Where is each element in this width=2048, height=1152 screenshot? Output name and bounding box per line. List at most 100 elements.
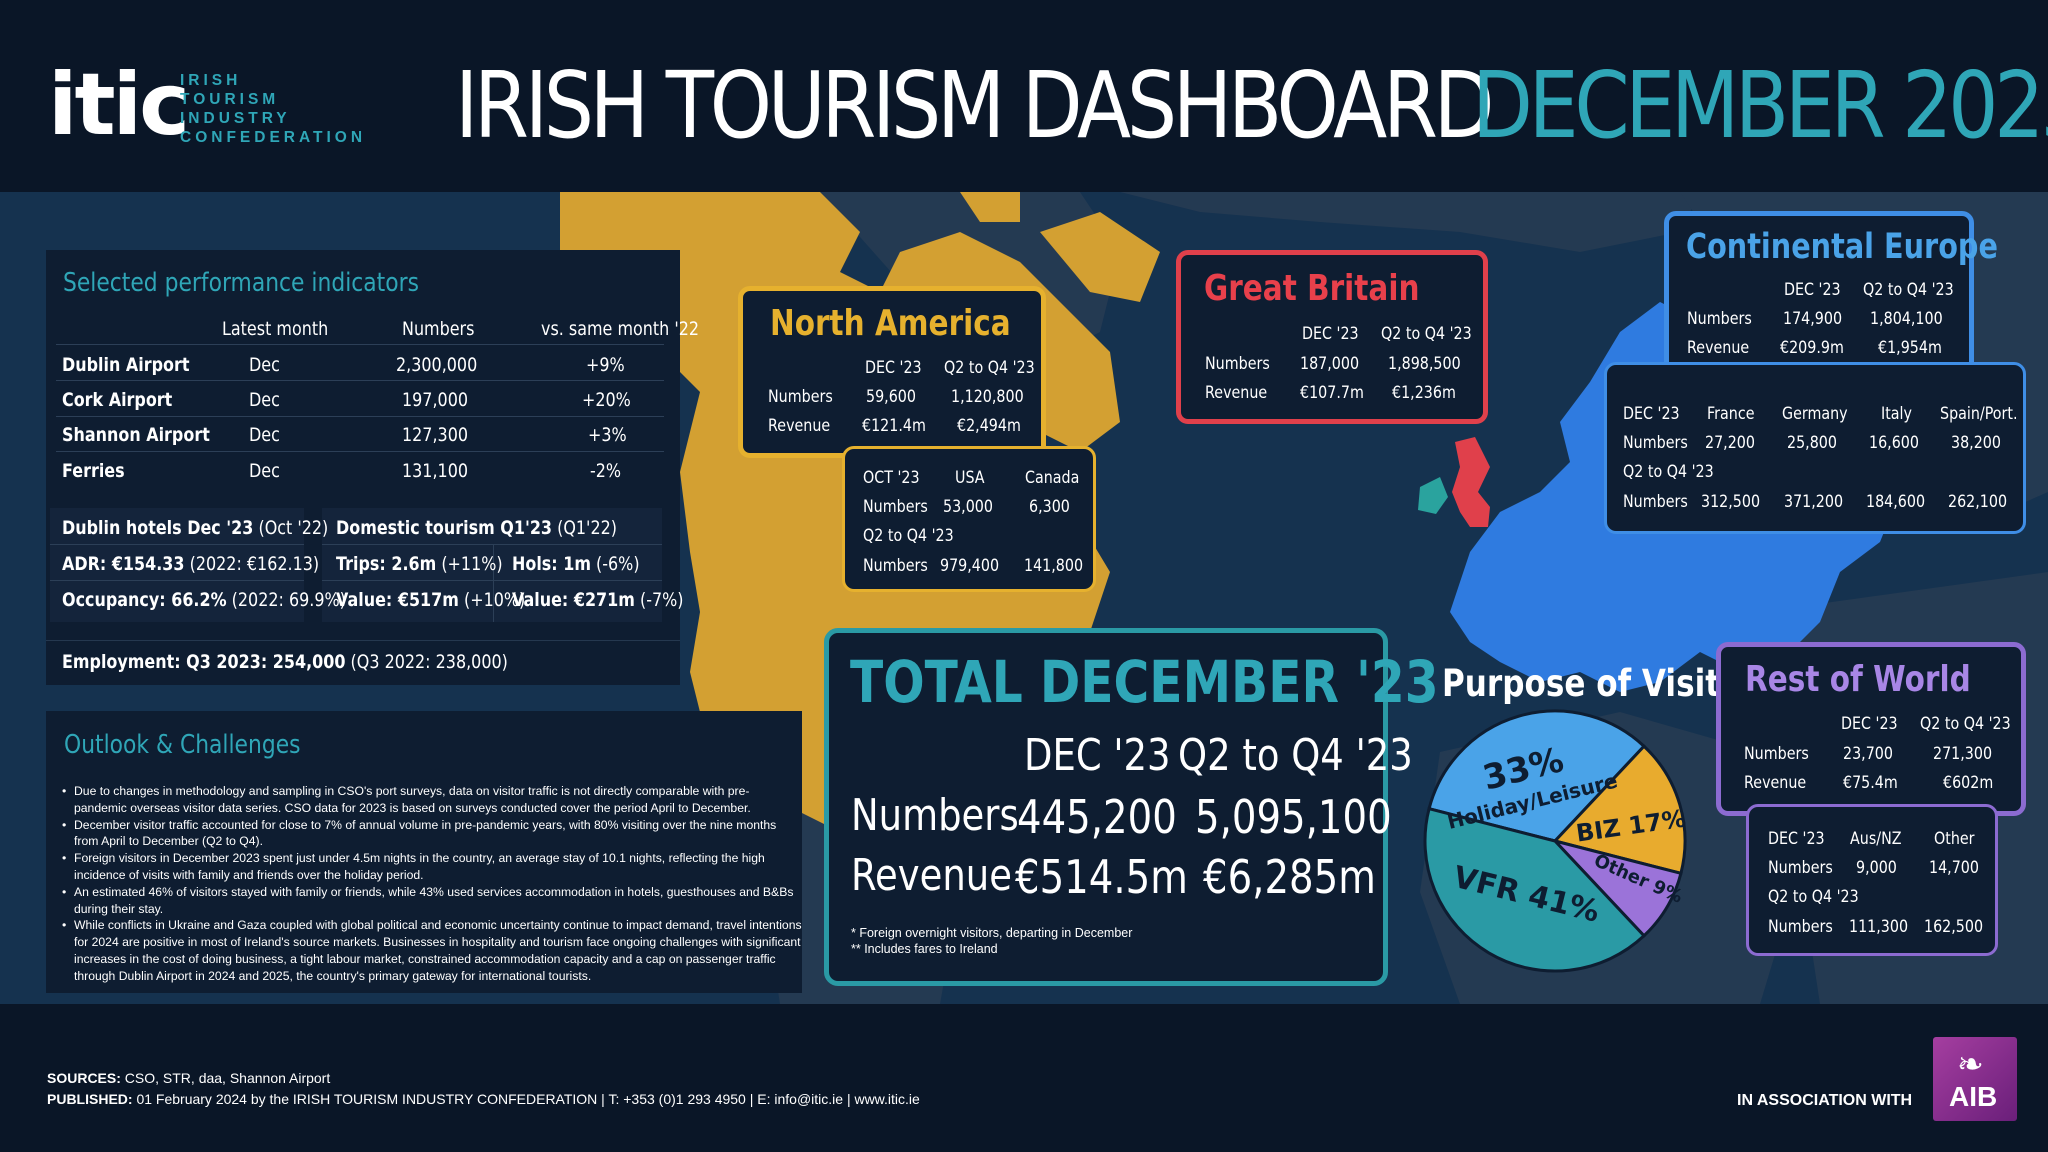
adr-bold: ADR: €154.33 [62,553,185,575]
ce-sub-country: Spain/Port. [1940,404,2018,424]
row-name: Shannon Airport [62,424,210,446]
sources-label: SOURCES: [47,1070,121,1086]
continental-europe-sub-box [1604,362,2026,534]
purpose-pie: 33% Holiday/Leisure BIZ 17% Other 9% VFR… [1423,709,1688,973]
trips-rest: (+11%) [436,553,503,575]
great-britain-title: Great Britain [1204,268,1420,309]
gb-numbers2: 1,898,500 [1388,354,1461,374]
row-numbers1: 23,700 [1843,744,1893,764]
box-divider [50,580,304,581]
col-header-month: Latest month [222,318,329,340]
row-numbers: 127,300 [402,424,469,446]
ce-sub-dec: 27,200 [1705,433,1755,453]
ce-revenue-label: Revenue [1687,338,1750,358]
list-item: December visitor traffic accounted for c… [62,817,802,851]
row-sub-numbers-label: Numbers [1768,858,1833,878]
outlook-title: Outlook & Challenges [64,730,301,760]
list-item: An estimated 46% of visitors stayed with… [62,884,802,918]
total-revenue2: €6,285m [1203,850,1376,904]
hotels-title-bold: Dublin hotels Dec '23 [62,517,254,539]
gb-numbers1: 187,000 [1300,354,1360,374]
rest-of-world-box [1716,642,2026,816]
ce-sub-period1: DEC '23 [1623,404,1680,424]
row-numbers2: 271,300 [1933,744,1993,764]
row-name: Cork Airport [62,389,173,411]
north-america-title: North America [770,303,1011,344]
total-numbers1: 445,200 [1017,790,1177,844]
na-numbers-label: Numbers [768,387,833,407]
sources-text: CSO, STR, daa, Shannon Airport [120,1070,331,1086]
row-sub-n1: 9,000 [1856,858,1897,878]
gb-numbers-label: Numbers [1205,354,1270,374]
box-divider [322,544,662,545]
domestic-value2: Value: €271m (-7%) [512,589,684,611]
total-note1: * Foreign overnight visitors, departing … [851,926,1133,940]
na-col2: Q2 to Q4 '23 [944,358,1035,378]
logo-line: INDUSTRY [180,110,291,127]
row-divider [56,344,664,345]
row-sub-period1: DEC '23 [1768,829,1825,849]
row-sub-q2: 162,500 [1924,917,1984,937]
na-revenue-label: Revenue [768,416,831,436]
gb-revenue1: €107.7m [1300,383,1364,403]
na-revenue1: €121.4m [862,416,926,436]
employment-bold: Employment: Q3 2023: 254,000 [62,651,346,673]
row-sub-numbers-label2: Numbers [1768,917,1833,937]
gb-revenue2: €1,236m [1392,383,1456,403]
aib-ark-icon: ❧ [1957,1046,1984,1082]
row-divider [56,380,664,381]
domestic-value1: Value: €517m (+10%) [336,589,525,611]
rest-of-world-sub-box [1746,804,1998,956]
domestic-title-bold: Domestic tourism Q1'23 [336,517,553,539]
box-divider [50,544,304,545]
indicators-title: Selected performance indicators [63,268,419,298]
outlook-list: Due to changes in methodology and sampli… [62,783,802,985]
aib-logo: ❧ AIB [1933,1037,2017,1121]
north-america-sub-box [842,446,1096,592]
header [0,0,2048,192]
ce-sub-q: 312,500 [1701,492,1761,512]
domestic-hols: Hols: 1m (-6%) [512,553,640,575]
ce-numbers1: 174,900 [1783,309,1843,329]
ce-sub-q: 262,100 [1948,492,2008,512]
footer-sources: SOURCES: CSO, STR, daa, Shannon Airport [47,1070,330,1086]
total-col2: Q2 to Q4 '23 [1178,730,1413,781]
row-change: +3% [588,424,627,446]
domestic-title: Domestic tourism Q1'23 (Q1'22) [336,517,617,539]
ce-sub-country: Germany [1782,404,1848,424]
row-month: Dec [249,460,280,482]
row-change: -2% [590,460,622,482]
na-sub-n2: 6,300 [1029,497,1070,517]
na-numbers2: 1,120,800 [951,387,1024,407]
row-numbers: 2,300,000 [396,354,478,376]
published-label: PUBLISHED: [47,1091,133,1107]
logo-line: TOURISM [180,91,280,108]
row-sub-c1: Aus/NZ [1850,829,1902,849]
total-revenue1: €514.5m [1015,850,1188,904]
value1-rest: (+10%) [458,589,526,611]
pie-slice [1427,709,1647,843]
pie-slice [1423,806,1647,973]
na-revenue2: €2,494m [957,416,1021,436]
rest-of-world-title: Rest of World [1745,659,1971,700]
na-sub-period1: OCT '23 [863,468,920,488]
pie-slice [1552,744,1687,876]
gb-col1: DEC '23 [1302,324,1359,344]
row-revenue2: €602m [1943,773,1994,793]
value2-rest: (-7%) [634,589,684,611]
hotels-title: Dublin hotels Dec '23 (Oct '22) [62,517,328,539]
row-name: Ferries [62,460,125,482]
adr-rest: (2022: €162.13) [184,553,320,575]
ce-col2: Q2 to Q4 '23 [1863,280,1954,300]
row-divider [56,416,664,417]
row-month: Dec [249,389,280,411]
ce-sub-dec: 25,800 [1787,433,1837,453]
total-numbers-label: Numbers [851,790,1019,841]
hotels-occupancy: Occupancy: 66.2% (2022: 69.9%) [62,589,346,611]
row-numbers: 197,000 [402,389,469,411]
occ-bold: Occupancy: 66.2% [62,589,227,611]
hotels-adr: ADR: €154.33 (2022: €162.13) [62,553,319,575]
total-revenue-label: Revenue [851,850,1012,901]
box-divider [322,580,662,581]
na-sub-c2: Canada [1025,468,1080,488]
